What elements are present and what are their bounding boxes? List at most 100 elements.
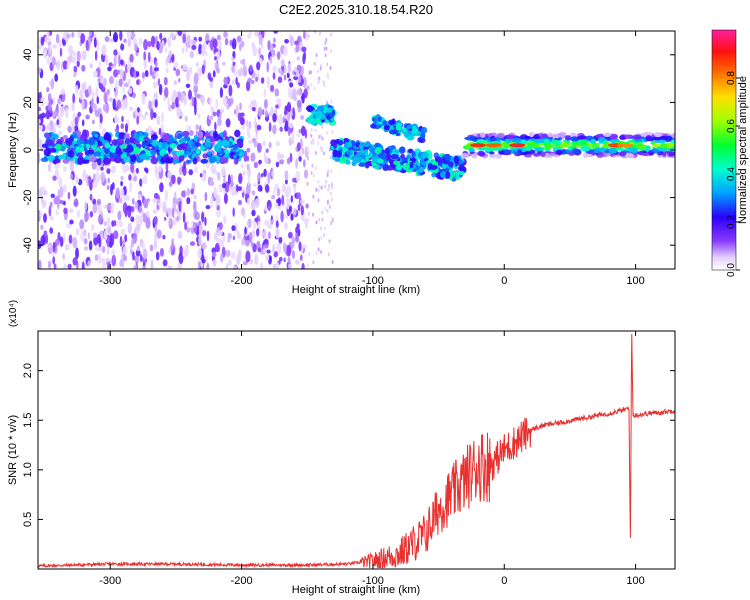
heatmap-cell — [284, 222, 288, 230]
heatmap-cell — [56, 59, 61, 71]
heatmap-cell — [302, 53, 306, 65]
heatmap-cell — [119, 68, 124, 78]
heatmap-cell — [216, 236, 222, 245]
heatmap-cell — [296, 89, 302, 96]
heatmap-cell — [190, 226, 195, 235]
heatmap-cell — [189, 241, 196, 246]
heatmap-cell — [288, 263, 293, 269]
snr-ytick-label: 1.5 — [22, 413, 34, 428]
heatmap-cell — [135, 249, 141, 257]
heatmap-cell — [155, 60, 158, 68]
heatmap-cell — [455, 173, 460, 181]
heatmap-cell — [164, 47, 168, 53]
heatmap-cell — [52, 175, 57, 181]
heatmap-cell — [101, 245, 106, 254]
heatmap-cell — [276, 50, 281, 61]
heatmap-cell — [119, 235, 123, 248]
heatmap-cell — [375, 124, 380, 130]
heatmap-cell — [660, 147, 668, 153]
heatmap-cell — [156, 204, 160, 210]
heatmap-cell — [165, 56, 171, 64]
spectrogram-ytick-label: 20 — [22, 96, 34, 108]
heatmap-cell — [278, 236, 283, 244]
snr-xlabel: Height of straight line (km) — [292, 584, 420, 596]
heatmap-cell — [251, 190, 256, 196]
heatmap-cell — [233, 190, 238, 196]
heatmap-cell — [62, 184, 67, 193]
heatmap-cell — [516, 149, 522, 154]
heatmap-cell — [72, 236, 78, 249]
heatmap-cell — [57, 130, 63, 136]
heatmap-cell — [76, 209, 81, 218]
heatmap-cell — [127, 222, 132, 234]
heatmap-cell — [201, 258, 206, 264]
heatmap-cell — [223, 83, 228, 89]
heatmap-cell — [200, 158, 209, 164]
spectrogram-xtick-label: -100 — [362, 275, 384, 287]
heatmap-cell — [229, 181, 234, 188]
snr-xtick-label: -200 — [231, 575, 253, 587]
heatmap-cell — [94, 133, 99, 138]
heatmap-cell — [210, 106, 215, 114]
heatmap-cell — [221, 139, 230, 147]
heatmap-cell — [265, 254, 270, 262]
heatmap-cell — [79, 219, 85, 230]
heatmap-cell — [136, 223, 141, 232]
heatmap-cell — [476, 138, 486, 144]
heatmap-cell — [223, 215, 227, 224]
heatmap-cell — [301, 92, 305, 104]
heatmap-cell — [215, 98, 218, 110]
heatmap-cell — [275, 140, 281, 147]
heatmap-cell — [286, 72, 290, 79]
heatmap-cell — [244, 226, 247, 235]
heatmap-cell — [87, 149, 95, 155]
heatmap-cell — [113, 55, 117, 67]
heatmap-cell — [506, 134, 516, 140]
heatmap-cell — [146, 126, 152, 135]
heatmap-cell — [608, 147, 618, 154]
heatmap-cell — [150, 108, 154, 121]
heatmap-cell — [38, 259, 42, 269]
heatmap-cell — [603, 132, 612, 138]
heatmap-cell — [478, 151, 486, 157]
heatmap-cell — [291, 131, 295, 141]
heatmap-cell — [185, 159, 192, 164]
heatmap-cell — [306, 262, 309, 267]
heatmap-cell — [58, 176, 63, 189]
heatmap-cell — [214, 56, 217, 61]
heatmap-cell — [153, 81, 158, 89]
heatmap-cell — [616, 147, 626, 152]
heatmap-cell — [323, 46, 326, 51]
heatmap-cell — [167, 170, 172, 178]
heatmap-cell — [144, 70, 149, 78]
heatmap-cell — [94, 254, 99, 261]
heatmap-cell — [62, 60, 68, 70]
heatmap-cell — [286, 157, 291, 165]
heatmap-cell — [117, 210, 122, 221]
spectrogram-ylabel: Frequency (Hz) — [7, 112, 19, 188]
heatmap-cell — [321, 217, 324, 222]
heatmap-cell — [233, 158, 239, 165]
heatmap-cell — [54, 158, 61, 164]
heatmap-cell — [168, 181, 173, 187]
heatmap-cell — [75, 146, 83, 153]
heatmap-cell — [71, 56, 76, 64]
heatmap-cell — [314, 110, 323, 117]
heatmap-cell — [234, 67, 237, 78]
heatmap-cell — [95, 87, 99, 99]
heatmap-cell — [188, 169, 193, 176]
heatmap-cell — [51, 56, 56, 66]
heatmap-cell — [47, 244, 52, 249]
heatmap-cell — [109, 233, 113, 245]
heatmap-cell — [48, 163, 51, 172]
heatmap-cell — [158, 165, 162, 173]
heatmap-cell — [249, 258, 254, 265]
heatmap-cell — [194, 142, 201, 147]
heatmap-cell — [214, 145, 221, 152]
heatmap-cell — [653, 132, 663, 138]
heatmap-cell — [106, 185, 110, 191]
heatmap-cell — [256, 61, 261, 71]
heatmap-cell — [299, 254, 303, 262]
heatmap-cell — [571, 148, 580, 154]
heatmap-cell — [177, 91, 182, 101]
